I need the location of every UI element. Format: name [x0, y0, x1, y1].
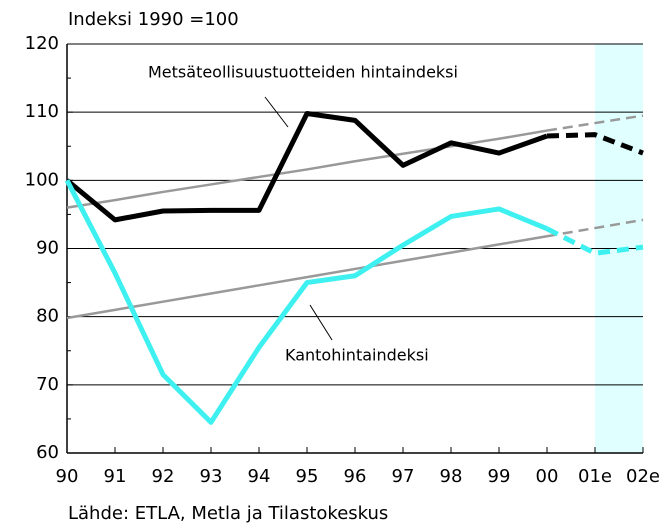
x-tick-label: 00 — [536, 466, 559, 487]
trend-line-dashed — [546, 218, 644, 238]
trend-line — [66, 234, 548, 320]
y-tick-label: 70 — [36, 374, 59, 395]
x-tick-label: 98 — [440, 466, 463, 487]
series-line-dashed — [546, 132, 644, 156]
leader-line — [309, 304, 333, 341]
y-tick-label: 120 — [25, 33, 59, 54]
y-tick-label: 90 — [36, 238, 59, 259]
y-tick-label: 80 — [36, 306, 59, 327]
series-line-dashed — [545, 226, 644, 256]
series-line — [64, 179, 548, 425]
annotation: Kantohintaindeksi — [285, 346, 429, 365]
x-tick-label: 92 — [152, 466, 175, 487]
x-tick-label: 99 — [488, 466, 511, 487]
x-tick-label: 90 — [56, 466, 79, 487]
x-tick-label: 93 — [200, 466, 223, 487]
x-tick-label: 91 — [104, 466, 127, 487]
source: Lähde: ETLA, Metla ja Tilastokeskus — [68, 503, 388, 524]
y-tick-label: 100 — [25, 169, 59, 190]
y-axis-label: Indeksi 1990 =100 — [68, 9, 239, 30]
x-tick-label: 01e — [578, 466, 612, 487]
series-line — [65, 111, 548, 223]
trend-line-dashed — [546, 114, 644, 132]
annotation: Metsäteollisuustuotteiden hintaindeksi — [148, 63, 458, 82]
x-tick-label: 96 — [344, 466, 367, 487]
y-tick-label: 60 — [36, 442, 59, 463]
trend-line — [66, 129, 548, 209]
x-tick-label: 02e — [626, 466, 660, 487]
x-tick-label: 95 — [296, 466, 319, 487]
x-tick-label: 97 — [392, 466, 415, 487]
y-tick-label: 110 — [25, 101, 59, 122]
x-tick-label: 94 — [248, 466, 271, 487]
